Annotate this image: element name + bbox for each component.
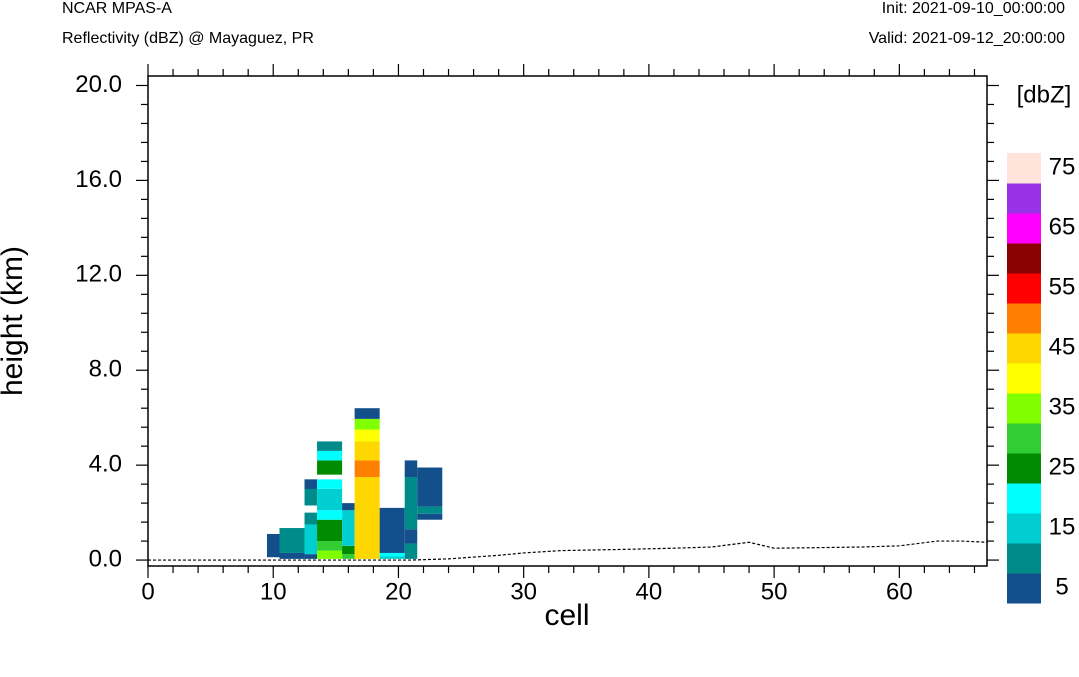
x-axis-label: cell — [544, 599, 589, 632]
colorbar-tick-label: 15 — [1049, 513, 1076, 540]
reflectivity-cell — [317, 441, 343, 451]
colorbar-swatch — [1007, 273, 1041, 304]
reflectivity-cell — [379, 556, 405, 559]
reflectivity-cell — [354, 418, 380, 430]
reflectivity-cell — [342, 503, 355, 511]
colorbar-tick-label: 35 — [1049, 393, 1076, 420]
x-tick-label: 50 — [761, 578, 788, 605]
colorbar-label: [dbZ] — [1017, 81, 1072, 108]
reflectivity-cell — [354, 441, 380, 461]
colorbar-swatch — [1007, 393, 1041, 424]
valid-time: Valid: 2021-09-12_20:00:00 — [868, 30, 1065, 47]
colorbar-swatch — [1007, 483, 1041, 514]
reflectivity-cell — [304, 512, 318, 525]
reflectivity-cell — [317, 488, 343, 511]
colorbar-swatch — [1007, 183, 1041, 214]
x-tick-label: 10 — [260, 578, 287, 605]
reflectivity-cell — [279, 552, 305, 559]
reflectivity-cell — [304, 524, 318, 555]
reflectivity-cell — [404, 477, 418, 530]
reflectivity-cell — [354, 429, 380, 442]
reflectivity-cell — [379, 552, 405, 557]
colorbar-swatch — [1007, 363, 1041, 394]
x-tick-label: 60 — [886, 578, 913, 605]
reflectivity-cell — [266, 533, 280, 558]
colorbar-tick-label: 25 — [1049, 453, 1076, 480]
colorbar-swatch — [1007, 573, 1041, 604]
colorbar-swatch — [1007, 153, 1041, 184]
reflectivity-cell — [317, 460, 343, 475]
y-tick-label: 0.0 — [89, 545, 122, 572]
colorbar-tick-label: 5 — [1055, 573, 1068, 600]
plot-frame — [147, 75, 988, 567]
reflectivity-cell — [379, 507, 405, 553]
x-tick-label: 30 — [510, 578, 537, 605]
colorbar-swatch — [1007, 303, 1041, 334]
reflectivity-cell — [354, 460, 380, 478]
reflectivity-cell — [342, 554, 355, 559]
x-tick-label: 20 — [385, 578, 412, 605]
colorbar-swatch — [1007, 423, 1041, 454]
colorbar-swatch — [1007, 243, 1041, 274]
reflectivity-cell — [317, 450, 343, 461]
colorbar-swatch — [1007, 513, 1041, 544]
colorbar-swatch — [1007, 543, 1041, 574]
reflectivity-cell — [304, 554, 318, 559]
x-tick-label: 40 — [636, 578, 663, 605]
plot-subtitle: Reflectivity (dBZ) @ Mayaguez, PR — [62, 30, 314, 47]
reflectivity-cell — [317, 550, 343, 559]
colorbar-tick-label: 55 — [1049, 273, 1076, 300]
colorbar-tick-label: 65 — [1049, 213, 1076, 240]
colorbar-tick-label: 75 — [1049, 153, 1076, 180]
reflectivity-cell — [317, 510, 343, 520]
reflectivity-cell — [279, 528, 305, 553]
colorbar-tick-label: 45 — [1049, 333, 1076, 360]
x-tick-label: 0 — [141, 578, 154, 605]
init-time: Init: 2021-09-10_00:00:00 — [881, 0, 1065, 17]
reflectivity-cell — [417, 513, 443, 520]
reflectivity-cell — [342, 510, 355, 546]
terrain-line — [148, 540, 988, 561]
y-tick-label: 12.0 — [75, 261, 122, 288]
reflectivity-cell — [342, 545, 355, 555]
reflectivity-cell — [317, 479, 343, 489]
reflectivity-cell — [317, 541, 343, 551]
colorbar-swatch — [1007, 213, 1041, 244]
y-tick-label: 8.0 — [89, 356, 122, 383]
reflectivity-cell — [317, 519, 343, 542]
model-name: NCAR MPAS-A — [62, 0, 172, 17]
reflectivity-cell — [404, 460, 418, 478]
y-tick-label: 20.0 — [75, 71, 122, 98]
y-tick-label: 16.0 — [75, 166, 122, 193]
y-axis-label: height (km) — [0, 246, 29, 396]
colorbar-swatch — [1007, 453, 1041, 484]
reflectivity-cell — [417, 506, 443, 514]
reflectivity-cell — [404, 543, 418, 559]
y-tick-label: 4.0 — [89, 450, 122, 477]
reflectivity-cell — [417, 467, 443, 507]
reflectivity-cell — [304, 479, 318, 489]
colorbar-swatch — [1007, 333, 1041, 364]
reflectivity-cell — [354, 408, 380, 419]
reflectivity-cell — [354, 477, 380, 559]
reflectivity-cell — [404, 529, 418, 544]
